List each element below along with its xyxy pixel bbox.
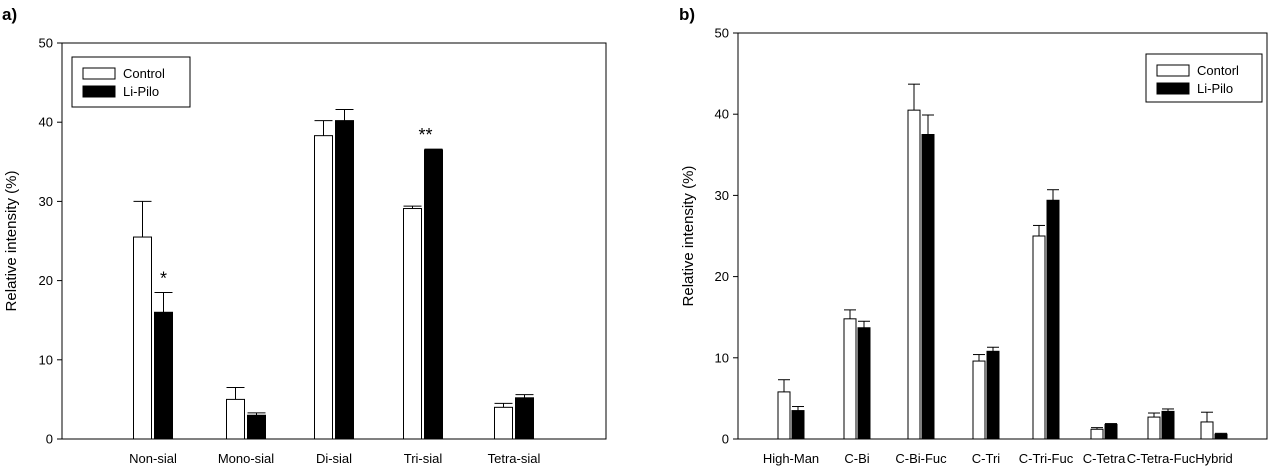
x-category-label: Non-sial	[129, 451, 177, 466]
significance-marker: **	[418, 125, 432, 145]
y-tick-label: 30	[715, 188, 729, 203]
y-axis-title: Relative intensity (%)	[680, 166, 697, 307]
bar-series2	[335, 120, 354, 440]
bar-series1	[972, 360, 986, 440]
legend-swatch	[82, 85, 116, 98]
bar-series2	[424, 149, 443, 440]
bar-series2	[1046, 199, 1060, 440]
y-tick-label: 50	[39, 36, 53, 51]
significance-marker: *	[160, 268, 167, 288]
legend-label: Li-Pilo	[123, 84, 159, 99]
x-category-label: Tetra-sial	[488, 451, 541, 466]
bar-series2	[1161, 410, 1175, 440]
bar-series1	[777, 391, 791, 440]
bar-series1	[226, 398, 245, 440]
legend-label: Li-Pilo	[1197, 81, 1233, 96]
y-tick-label: 0	[46, 432, 53, 447]
y-tick-label: 10	[715, 350, 729, 365]
y-tick-label: 50	[715, 26, 729, 41]
x-category-label: Tri-sial	[404, 451, 443, 466]
x-category-label: Di-sial	[316, 451, 352, 466]
x-category-label: C-Tri-Fuc	[1019, 451, 1074, 466]
bar-series2	[1214, 433, 1228, 440]
legend-box	[71, 56, 191, 108]
bar-series1	[843, 318, 857, 440]
plot-frame	[61, 42, 607, 440]
bar-series1	[314, 135, 333, 440]
x-category-label: Hybrid	[1195, 451, 1233, 466]
y-tick-label: 40	[715, 107, 729, 122]
legend-label: Contorl	[1197, 63, 1239, 78]
y-tick-label: 0	[722, 432, 729, 447]
bar-series2	[986, 350, 1000, 440]
bar-series1	[494, 406, 513, 440]
bar-series2	[1104, 423, 1118, 440]
bar-series1	[1200, 421, 1214, 440]
bar-series1	[133, 236, 152, 440]
bar-series2	[247, 414, 266, 440]
x-category-label: C-Bi	[844, 451, 869, 466]
legend-box	[1145, 53, 1263, 103]
legend-swatch	[82, 67, 116, 80]
x-category-label: C-Bi-Fuc	[895, 451, 947, 466]
x-category-label: C-Tetra-Fuc	[1127, 451, 1196, 466]
y-axis-title: Relative intensity (%)	[3, 171, 20, 312]
y-tick-label: 20	[39, 273, 53, 288]
bar-series2	[857, 327, 871, 440]
bar-series2	[791, 410, 805, 440]
x-category-label: C-Tetra	[1083, 451, 1126, 466]
x-category-label: Mono-sial	[218, 451, 274, 466]
legend-swatch	[1156, 82, 1190, 95]
bar-series2	[154, 311, 173, 440]
y-tick-label: 20	[715, 269, 729, 284]
x-category-label: High-Man	[763, 451, 819, 466]
panel-label: b)	[679, 5, 695, 24]
bar-series1	[907, 109, 921, 440]
bar-series1	[403, 208, 422, 440]
x-category-label: C-Tri	[972, 451, 1001, 466]
panel-label: a)	[2, 5, 17, 24]
bar-series2	[921, 134, 935, 440]
bar-series1	[1090, 428, 1104, 440]
legend-swatch	[1156, 64, 1190, 77]
bar-series1	[1147, 416, 1161, 440]
bar-series2	[515, 397, 534, 440]
y-tick-label: 30	[39, 194, 53, 209]
y-tick-label: 40	[39, 115, 53, 130]
bar-series1	[1032, 235, 1046, 440]
y-tick-label: 10	[39, 352, 53, 367]
legend-label: Control	[123, 66, 165, 81]
plot-frame	[737, 32, 1268, 440]
